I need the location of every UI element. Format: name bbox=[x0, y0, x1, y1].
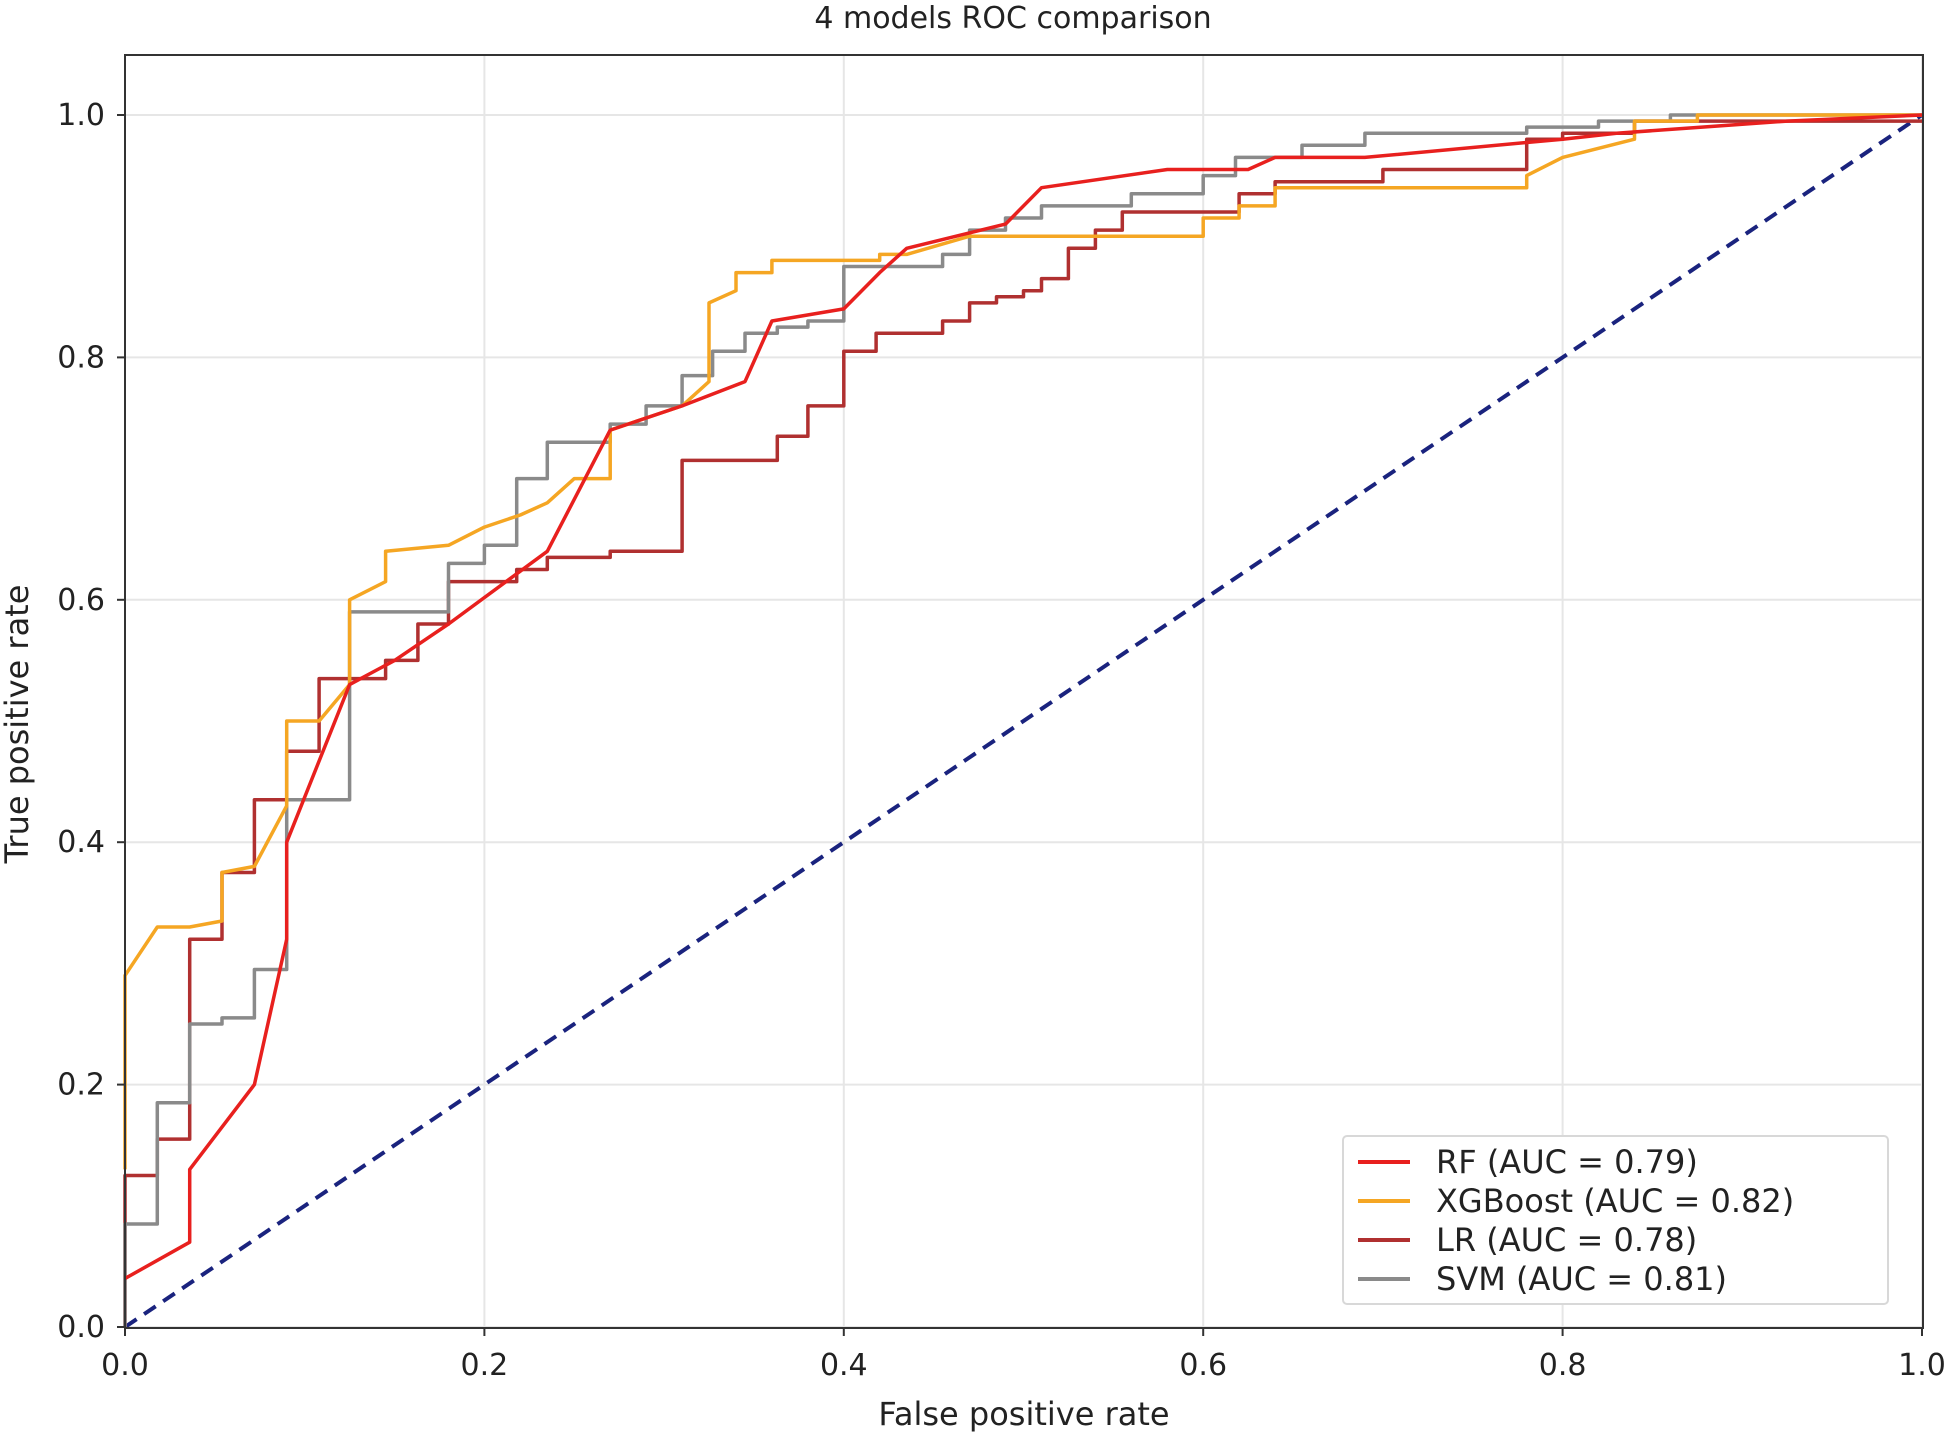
legend-box bbox=[1342, 1135, 1889, 1305]
series-layer bbox=[123, 113, 1924, 1329]
x-tick-label: 0.0 bbox=[101, 1348, 149, 1383]
y-tick-label: 0.4 bbox=[57, 825, 105, 860]
legend: RF (AUC = 0.79)XGBoost (AUC = 0.82)LR (A… bbox=[1342, 1135, 1889, 1305]
legend-label: RF (AUC = 0.79) bbox=[1436, 1143, 1698, 1181]
legend-label: SVM (AUC = 0.81) bbox=[1436, 1260, 1727, 1298]
x-axis-label: False positive rate bbox=[878, 1395, 1169, 1433]
y-tick-label: 0.6 bbox=[57, 583, 105, 618]
y-axis-label: True positive rate bbox=[0, 585, 36, 865]
chance-diagonal-line bbox=[123, 113, 1924, 1329]
x-tick-label: 0.2 bbox=[461, 1348, 509, 1383]
tick-labels: 0.0 0.2 0.4 0.6 0.8 1.0 0.0 0.2 0.4 0.6 0.8 1.0 bbox=[57, 98, 1944, 1383]
y-tick-label: 0.0 bbox=[57, 1310, 105, 1345]
x-tick-label: 0.4 bbox=[820, 1348, 868, 1383]
chart-title: 4 models ROC comparison bbox=[814, 1, 1211, 36]
x-tick-label: 0.8 bbox=[1539, 1348, 1587, 1383]
legend-label: XGBoost (AUC = 0.82) bbox=[1436, 1182, 1794, 1220]
series-line-0 bbox=[124, 113, 1923, 1281]
y-tick-label: 0.2 bbox=[57, 1068, 105, 1103]
series-line-1 bbox=[123, 113, 1922, 1170]
x-tick-label: 0.6 bbox=[1179, 1348, 1227, 1383]
y-tick-label: 0.8 bbox=[57, 340, 105, 375]
legend-label: LR (AUC = 0.78) bbox=[1436, 1221, 1697, 1259]
x-tick-label: 1.0 bbox=[1898, 1348, 1944, 1383]
plot-frame bbox=[124, 54, 1924, 1329]
y-tick-label: 1.0 bbox=[57, 98, 105, 133]
